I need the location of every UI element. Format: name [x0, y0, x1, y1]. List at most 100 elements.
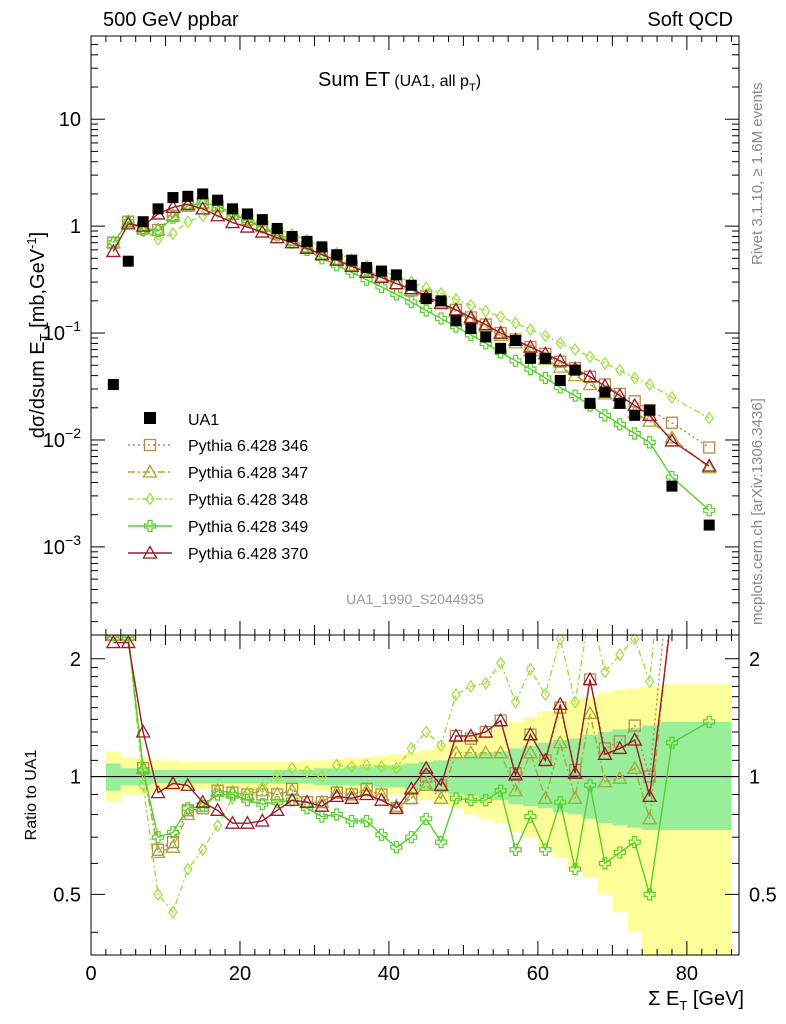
series-4-point	[120, 216, 136, 230]
ratio-4-point	[567, 765, 583, 779]
series-1-point	[701, 459, 717, 474]
ratio-2-point	[406, 741, 417, 755]
ratio-ytick-label-right: 0.5	[749, 884, 777, 906]
ratio-1-point	[165, 839, 181, 853]
ratio-1-point	[329, 784, 345, 799]
ratio-3-point	[241, 794, 254, 807]
ratio-4-point	[150, 784, 166, 799]
ratio-2-point	[153, 887, 163, 901]
series-2-point	[510, 316, 521, 330]
series-4-point	[269, 229, 285, 244]
legend-marker-ua1	[144, 412, 156, 424]
ratio-1-point	[597, 773, 613, 788]
ratio-panel: 0.5 0.5 1 1 2 2 Ratio to UA1	[23, 380, 777, 956]
ratio-4-point	[180, 777, 196, 791]
ratio-2-point	[183, 862, 193, 876]
ratio-1-point	[284, 782, 300, 797]
ratio-4-point	[210, 802, 226, 816]
ratio-4-point	[165, 775, 181, 790]
ratio-2-point	[615, 648, 625, 662]
header-right: Soft QCD	[647, 9, 733, 31]
ratio-2-point	[197, 843, 208, 857]
ratio-3-point	[330, 808, 343, 821]
ratio-4-point	[195, 794, 211, 808]
ratio-4-point	[403, 781, 419, 795]
series-3-point	[390, 288, 403, 301]
rivet-label: Rivet 3.1.10, ≥ 1.6M events	[749, 83, 766, 266]
data-point	[599, 386, 611, 398]
ratio-2-point	[391, 761, 402, 775]
y-axis-label: dσ/dsum ET [mb,GeV-1]	[24, 232, 52, 438]
ratio-3-point	[256, 798, 269, 811]
ratio-2-point	[466, 679, 476, 693]
series-3-point	[420, 304, 433, 317]
ratio-2-point	[242, 786, 253, 800]
series-2-point	[153, 232, 163, 247]
series-4-point	[254, 224, 270, 238]
ratio-4-point	[493, 712, 509, 727]
ratio-1-point	[433, 790, 449, 804]
ratio-3-point	[643, 888, 656, 901]
data-point	[629, 409, 641, 421]
series-3-point	[151, 224, 165, 238]
legend-marker-3	[143, 519, 157, 533]
ratio-4-point	[314, 798, 330, 812]
plot-title: Sum ET (UA1, all pT)	[318, 69, 481, 94]
ratio-3-point	[598, 857, 612, 870]
series-2-point	[481, 304, 491, 318]
series-1-point	[582, 376, 598, 391]
ratio-2-point	[540, 688, 551, 702]
series-2-point	[644, 378, 655, 392]
data-point	[435, 295, 447, 307]
data-point	[554, 374, 566, 386]
ratio-2-point	[644, 674, 655, 688]
series-2-point	[585, 350, 595, 364]
ratio-ytick-label-left: 0.5	[53, 884, 81, 906]
ratio-1-point	[567, 790, 583, 804]
ratio-4-point	[478, 724, 494, 738]
series-4-point	[493, 325, 509, 339]
ratio-3-point	[345, 814, 358, 828]
series-2-point	[704, 411, 714, 425]
main-ytick-exp: −1	[65, 318, 81, 334]
ratio-1-point	[150, 844, 166, 859]
ratio-4-point	[120, 635, 136, 649]
main-ytick-base: 10	[43, 323, 65, 345]
series-3-point	[137, 223, 150, 237]
series-2-point	[212, 205, 223, 219]
series-4-point	[373, 269, 390, 284]
x-tick-label: 20	[229, 963, 251, 985]
data-point	[182, 190, 194, 202]
mcplots-label: mcplots.cern.ch [arXiv:1306.3436]	[749, 398, 766, 625]
ratio-1-point	[358, 782, 375, 797]
ratio-4-point	[388, 800, 404, 814]
ratio-4-point	[597, 746, 613, 760]
ratio-1-point	[478, 744, 494, 759]
main-ytick-label: 10−3	[43, 532, 81, 559]
ratio-3-point	[494, 784, 507, 797]
ratio-2-point	[705, 380, 713, 391]
ratio-4-point	[463, 728, 479, 742]
data-point	[122, 255, 134, 267]
ratio-3-point	[613, 846, 626, 859]
legend-label-3: Pythia 6.428 349	[188, 519, 308, 536]
legend-label-0: Pythia 6.428 346	[188, 438, 308, 455]
data-point	[375, 265, 387, 277]
ratio-3-point	[665, 736, 679, 749]
ratio-4-point	[642, 788, 658, 803]
main-ytick-label: 10	[59, 109, 81, 131]
ratio-line-1	[113, 635, 670, 854]
ratio-3-point	[554, 796, 567, 809]
ratio-3-point	[360, 814, 373, 828]
ratio-ytick-label-left: 1	[70, 767, 81, 789]
data-point	[465, 323, 477, 335]
ratio-ytick-label-right: 2	[749, 649, 760, 671]
ratio-2-point	[629, 635, 640, 646]
ratio-4-point	[329, 788, 345, 803]
header-left: 500 GeV ppbar	[103, 9, 239, 31]
ratio-3-point	[524, 810, 537, 823]
ratio-0-point	[628, 719, 641, 732]
ratio-1-point	[507, 782, 524, 797]
ratio-2-point	[346, 760, 357, 774]
